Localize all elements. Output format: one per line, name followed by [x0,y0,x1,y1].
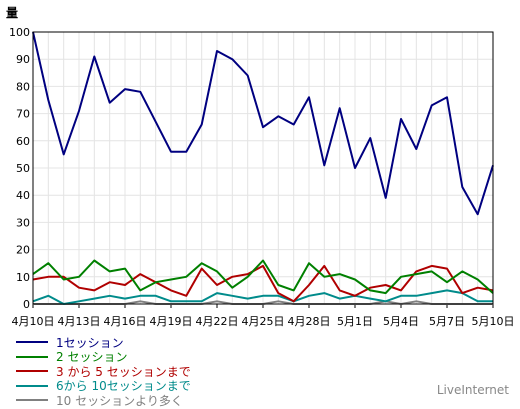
x-tick-label: 4月13日 [58,315,101,328]
x-tick-label: 4月19日 [150,315,193,328]
legend-item: 1セッション [16,335,191,350]
y-tick-label: 80 [16,80,30,93]
y-tick-label: 0 [23,298,30,311]
brand-label: LiveInternet [436,383,509,397]
legend-item: 3 から 5 セッションまで [16,364,191,379]
legend: 1セッション 2 セッション 3 から 5 セッションまで 6から 10セッションまで… [16,335,191,408]
legend-item: 2 セッション [16,350,191,365]
plot-frame [32,31,494,305]
legend-item: 10 セッションより多く [16,393,191,408]
x-axis-ticks: 4月10日 4月13日 4月16日 4月19日 4月22日 4月25日 4月28日 5月1日 5… [12,304,515,328]
legend-label: 10 セッションより多く [56,393,183,408]
legend-item: 6から 10セッションまで [16,379,191,394]
x-tick-label: 4月25日 [242,315,285,328]
series-line [32,264,494,303]
y-tick-label: 10 [16,271,30,284]
y-axis-label: 量 [6,6,18,20]
x-tick-label: 5月10日 [472,315,515,328]
y-tick-label: 90 [16,53,30,66]
y-tick-label: 50 [16,162,30,175]
legend-swatch [16,341,48,344]
y-tick-label: 20 [16,244,30,257]
x-tick-label: 5月4日 [383,315,419,328]
y-tick-label: 100 [9,26,30,39]
legend-label: 6から 10セッションまで [56,379,191,394]
legend-swatch [16,355,48,358]
y-axis-ticks: 0 10 20 30 40 50 60 70 80 90 100 [9,26,30,311]
series-line [32,31,494,216]
x-tick-label: 5月7日 [429,315,465,328]
legend-label: 3 から 5 セッションまで [56,364,191,379]
x-tick-label: 4月10日 [12,315,55,328]
series-line [32,289,493,305]
legend-label: 1セッション [56,335,124,350]
legend-swatch [16,399,48,402]
y-tick-label: 30 [16,216,30,229]
line-chart: 量 0 10 20 30 40 50 60 70 80 90 100 4月10日 4月13日 4月16日… [6,6,515,328]
legend-label: 2 セッション [56,350,128,365]
legend-swatch [16,384,48,387]
y-tick-label: 40 [16,189,30,202]
y-tick-label: 60 [16,135,30,148]
x-tick-label: 4月16日 [104,315,147,328]
x-tick-label: 4月22日 [196,315,239,328]
series-line [32,259,494,295]
y-tick-label: 70 [16,108,30,121]
gridlines [32,31,494,305]
x-tick-label: 5月1日 [337,315,373,328]
legend-swatch [16,370,48,373]
x-tick-label: 4月28日 [288,315,331,328]
